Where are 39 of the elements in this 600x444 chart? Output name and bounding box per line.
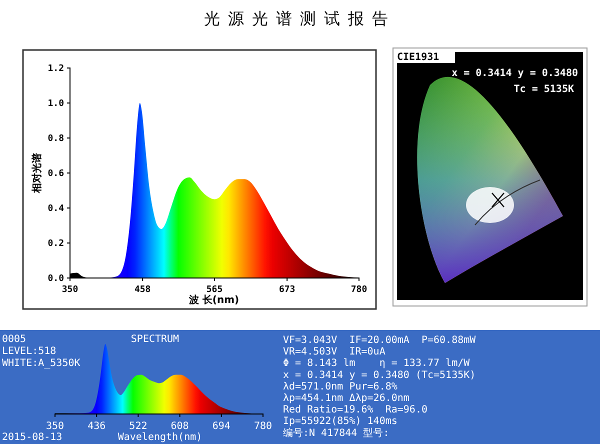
y-tick-label: 0.0 (48, 274, 64, 284)
text: VF=3.043V IF=20.00mA P=60.88mW (283, 335, 477, 346)
text: 0005 (2, 334, 26, 345)
x-tick-label: 608 (170, 421, 189, 432)
annotation: LEVEL:518 (2, 346, 56, 357)
x-tick-label: 780 (254, 421, 272, 432)
x-tick-label: 350 (62, 285, 78, 296)
x-tick-label: 436 (88, 421, 106, 432)
annotation: WHITE:A_5350K (2, 358, 80, 369)
y-tick-label: 0.8 (48, 134, 64, 144)
x-tick-label: 694 (212, 421, 230, 432)
text: λp=454.1nm Δλp=26.0nm (283, 393, 410, 404)
y-tick-label: 0.6 (48, 168, 64, 179)
x-axis-title: 波 长(nm) (188, 294, 240, 306)
y-tick-label: 1.2 (48, 64, 64, 74)
x-axis-title: Wavelength(nm) (118, 432, 202, 443)
text: 2015-08-13 (2, 432, 62, 443)
x-tick-label: 673 (278, 285, 296, 296)
x-tick-label: 350 (46, 421, 64, 432)
text: Ip=55922(85%) 140ms (283, 416, 398, 428)
chart-title: 光源光谱测试报告 (204, 9, 396, 28)
text: VR=4.503V IR=0uA (283, 346, 386, 358)
text: Tc = 5135K (514, 84, 574, 95)
x-tick-label: 565 (206, 285, 223, 296)
text: x = 0.3414 y = 0.3480 (Tc=5135K) (283, 370, 476, 381)
text: 编号:N 417844 型号: (283, 426, 390, 439)
x-tick-label: 458 (134, 285, 151, 296)
y-axis-title: 相对光谱 (31, 153, 43, 194)
text: CIE1931 (397, 52, 440, 63)
y-tick-label: 0.4 (48, 204, 65, 214)
x-tick-label: 780 (350, 285, 368, 296)
y-tick-label: 0.2 (48, 238, 64, 249)
x-tick-label: 522 (129, 421, 148, 432)
y-tick-label: 1.0 (48, 98, 64, 109)
text: Red Ratio=19.6% Ra=96.0 (283, 404, 428, 416)
text: λd=571.0nm Pur=6.8% (283, 381, 398, 392)
text: x = 0.3414 y = 0.3480 (452, 68, 578, 79)
text: Φ = 8.143 lm η = 133.77 lm/W (283, 358, 471, 370)
chart-title: SPECTRUM (130, 334, 180, 345)
